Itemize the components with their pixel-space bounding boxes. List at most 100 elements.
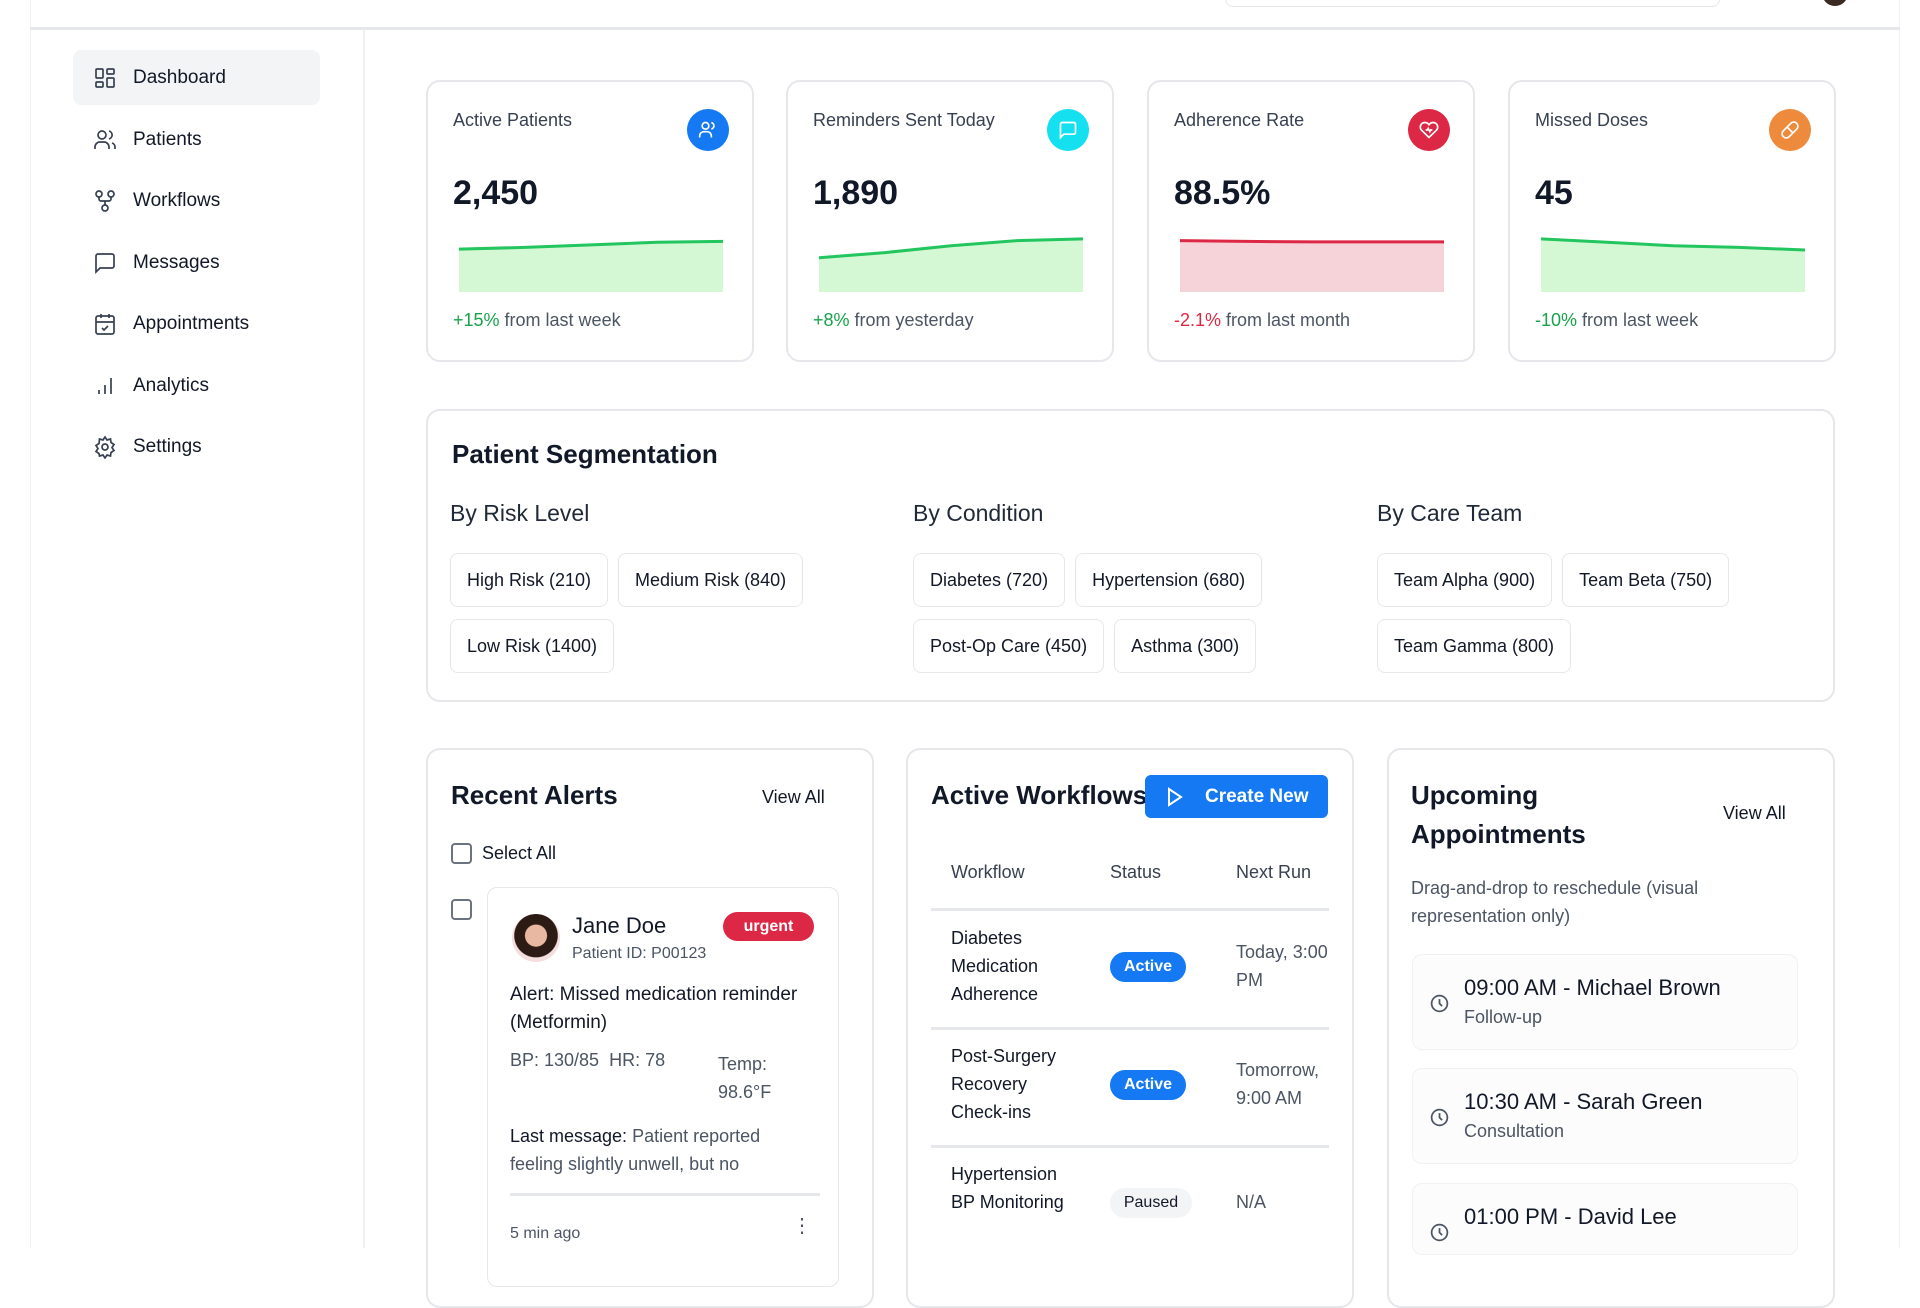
section-title: Recent Alerts — [451, 780, 618, 810]
view-all-appointments-link[interactable]: View All — [1723, 803, 1786, 823]
change-text: from last week — [1577, 310, 1699, 330]
stat-change: -10% from last week — [1535, 310, 1698, 331]
sidebar-item-patients[interactable]: Patients — [73, 112, 320, 167]
stat-change: +15% from last week — [453, 310, 621, 331]
group-title: By Condition — [913, 500, 1044, 526]
sidebar-item-label: Patients — [133, 128, 202, 150]
sidebar-divider — [363, 30, 365, 1248]
divider — [931, 1145, 1329, 1148]
stat-title: Adherence Rate — [1174, 110, 1305, 130]
last-message: Last message: Patient reported feeling s… — [510, 1122, 810, 1178]
sidebar-item-label: Messages — [133, 251, 220, 273]
sidebar-item-appointments[interactable]: Appointments — [73, 296, 320, 351]
divider — [931, 1027, 1329, 1030]
sparkline-area — [819, 238, 1083, 292]
next-run: Tomorrow, 9:00 AM — [1236, 1060, 1320, 1108]
segment-chip[interactable]: Medium Risk (840) — [618, 553, 804, 607]
trend-sparkline — [1541, 237, 1805, 292]
workflow-name: Hypertension BP Monitoring — [951, 1164, 1064, 1212]
dashboard-icon — [95, 67, 115, 88]
sidebar-item-label: Settings — [133, 435, 202, 457]
change-text: from last month — [1221, 310, 1351, 330]
create-new-label: Create New — [1205, 785, 1309, 807]
segment-chip[interactable]: Low Risk (1400) — [450, 619, 615, 673]
change-value: +15% — [453, 310, 500, 330]
sparkline-line — [819, 237, 1083, 260]
users-icon — [94, 129, 116, 149]
workflow-name: Diabetes Medication Adherence — [951, 928, 1039, 1004]
sidebar-item-settings[interactable]: Settings — [73, 419, 320, 474]
users-icon — [687, 109, 729, 151]
patient-id: Patient ID: P00123 — [572, 945, 707, 962]
sidebar-item-dashboard[interactable]: Dashboard — [73, 50, 320, 105]
condition-chips: Diabetes (720) Hypertension (680) Post-O… — [913, 553, 1333, 673]
group-title: By Risk Level — [450, 500, 590, 526]
user-avatar[interactable] — [1822, 0, 1848, 6]
alert-item[interactable]: Jane Doe Patient ID: P00123 urgent Alert… — [487, 887, 839, 1287]
select-all-checkbox[interactable] — [451, 843, 472, 864]
group-title: By Care Team — [1377, 500, 1523, 526]
stat-change: +8% from yesterday — [813, 310, 974, 331]
more-options-icon[interactable]: ⋮ — [792, 1215, 812, 1237]
play-icon — [1168, 786, 1183, 807]
search-input[interactable] — [1225, 0, 1720, 7]
stat-title: Reminders Sent Today — [813, 110, 995, 130]
sidebar-item-messages[interactable]: Messages — [73, 235, 320, 290]
segment-chip[interactable]: Post-Op Care (450) — [913, 619, 1105, 673]
segment-chip[interactable]: Hypertension (680) — [1075, 553, 1263, 607]
app-frame — [30, 0, 1900, 1248]
sparkline-area — [1180, 240, 1444, 292]
sparkline-line — [1180, 239, 1444, 244]
section-title: Active Workflows — [931, 780, 1148, 810]
stat-card: Adherence Rate 88.5% -2.1% from last mon… — [1147, 80, 1475, 362]
segment-chip[interactable]: Team Gamma (800) — [1377, 619, 1572, 673]
appointments-description: Drag-and-drop to reschedule (visual repr… — [1411, 878, 1699, 926]
last-message-label: Last message: — [510, 1126, 628, 1146]
alert-text: Alert: Missed medication reminder (Metfo… — [510, 984, 798, 1033]
workflow-name: Post-Surgery Recovery Check-ins — [951, 1046, 1057, 1122]
select-all-label: Select All — [482, 843, 557, 863]
message-icon — [95, 252, 115, 274]
patient-avatar — [512, 914, 560, 962]
next-run: Today, 3:00 PM — [1236, 942, 1328, 990]
stat-card: Missed Doses 45 -10% from last week — [1508, 80, 1836, 362]
heart-icon — [1408, 109, 1450, 151]
change-value: +8% — [813, 310, 850, 330]
stat-change: -2.1% from last month — [1174, 310, 1350, 331]
message-icon — [1047, 109, 1089, 151]
status-badge: Active — [1110, 952, 1186, 982]
temperature: Temp: 98.6°F — [718, 1054, 772, 1102]
sidebar-item-workflows[interactable]: Workflows — [73, 173, 320, 228]
stat-title: Active Patients — [453, 110, 573, 130]
segment-chip[interactable]: Team Alpha (900) — [1377, 553, 1553, 607]
risk-chips: High Risk (210) Medium Risk (840) Low Ri… — [450, 553, 850, 673]
alert-time: 5 min ago — [510, 1225, 581, 1242]
change-value: -2.1% — [1174, 310, 1222, 330]
last-message-text: Patient reported feeling slightly unwell… — [510, 1126, 761, 1174]
segment-chip[interactable]: Asthma (300) — [1114, 619, 1257, 673]
alert-checkbox[interactable] — [451, 899, 472, 920]
divider — [510, 1193, 820, 1196]
sidebar-item-label: Analytics — [133, 374, 210, 396]
header-divider — [30, 27, 1900, 30]
sidebar-item-label: Workflows — [133, 189, 221, 211]
sidebar-item-label: Appointments — [133, 312, 250, 334]
segment-chip[interactable]: Team Beta (750) — [1562, 553, 1730, 607]
gear-icon — [94, 434, 116, 459]
patient-name: Jane Doe — [572, 913, 667, 938]
bar-chart-icon — [98, 377, 112, 394]
stat-value: 88.5% — [1174, 174, 1271, 212]
segment-chip[interactable]: High Risk (210) — [450, 553, 609, 607]
next-run: N/A — [1236, 1192, 1267, 1212]
care-team-chips: Team Alpha (900) Team Beta (750) Team Ga… — [1377, 553, 1777, 673]
segment-chip[interactable]: Diabetes (720) — [913, 553, 1066, 607]
sidebar-item-analytics[interactable]: Analytics — [73, 358, 320, 413]
sparkline-line — [459, 239, 723, 251]
stat-value: 1,890 — [813, 174, 899, 212]
change-text: from yesterday — [849, 310, 974, 330]
stat-value: 45 — [1535, 174, 1573, 212]
create-new-workflow-button[interactable]: Create New — [1145, 775, 1328, 818]
view-all-alerts-link[interactable]: View All — [762, 787, 825, 807]
column-header: Status — [1110, 862, 1162, 882]
stat-value: 2,450 — [453, 174, 539, 212]
